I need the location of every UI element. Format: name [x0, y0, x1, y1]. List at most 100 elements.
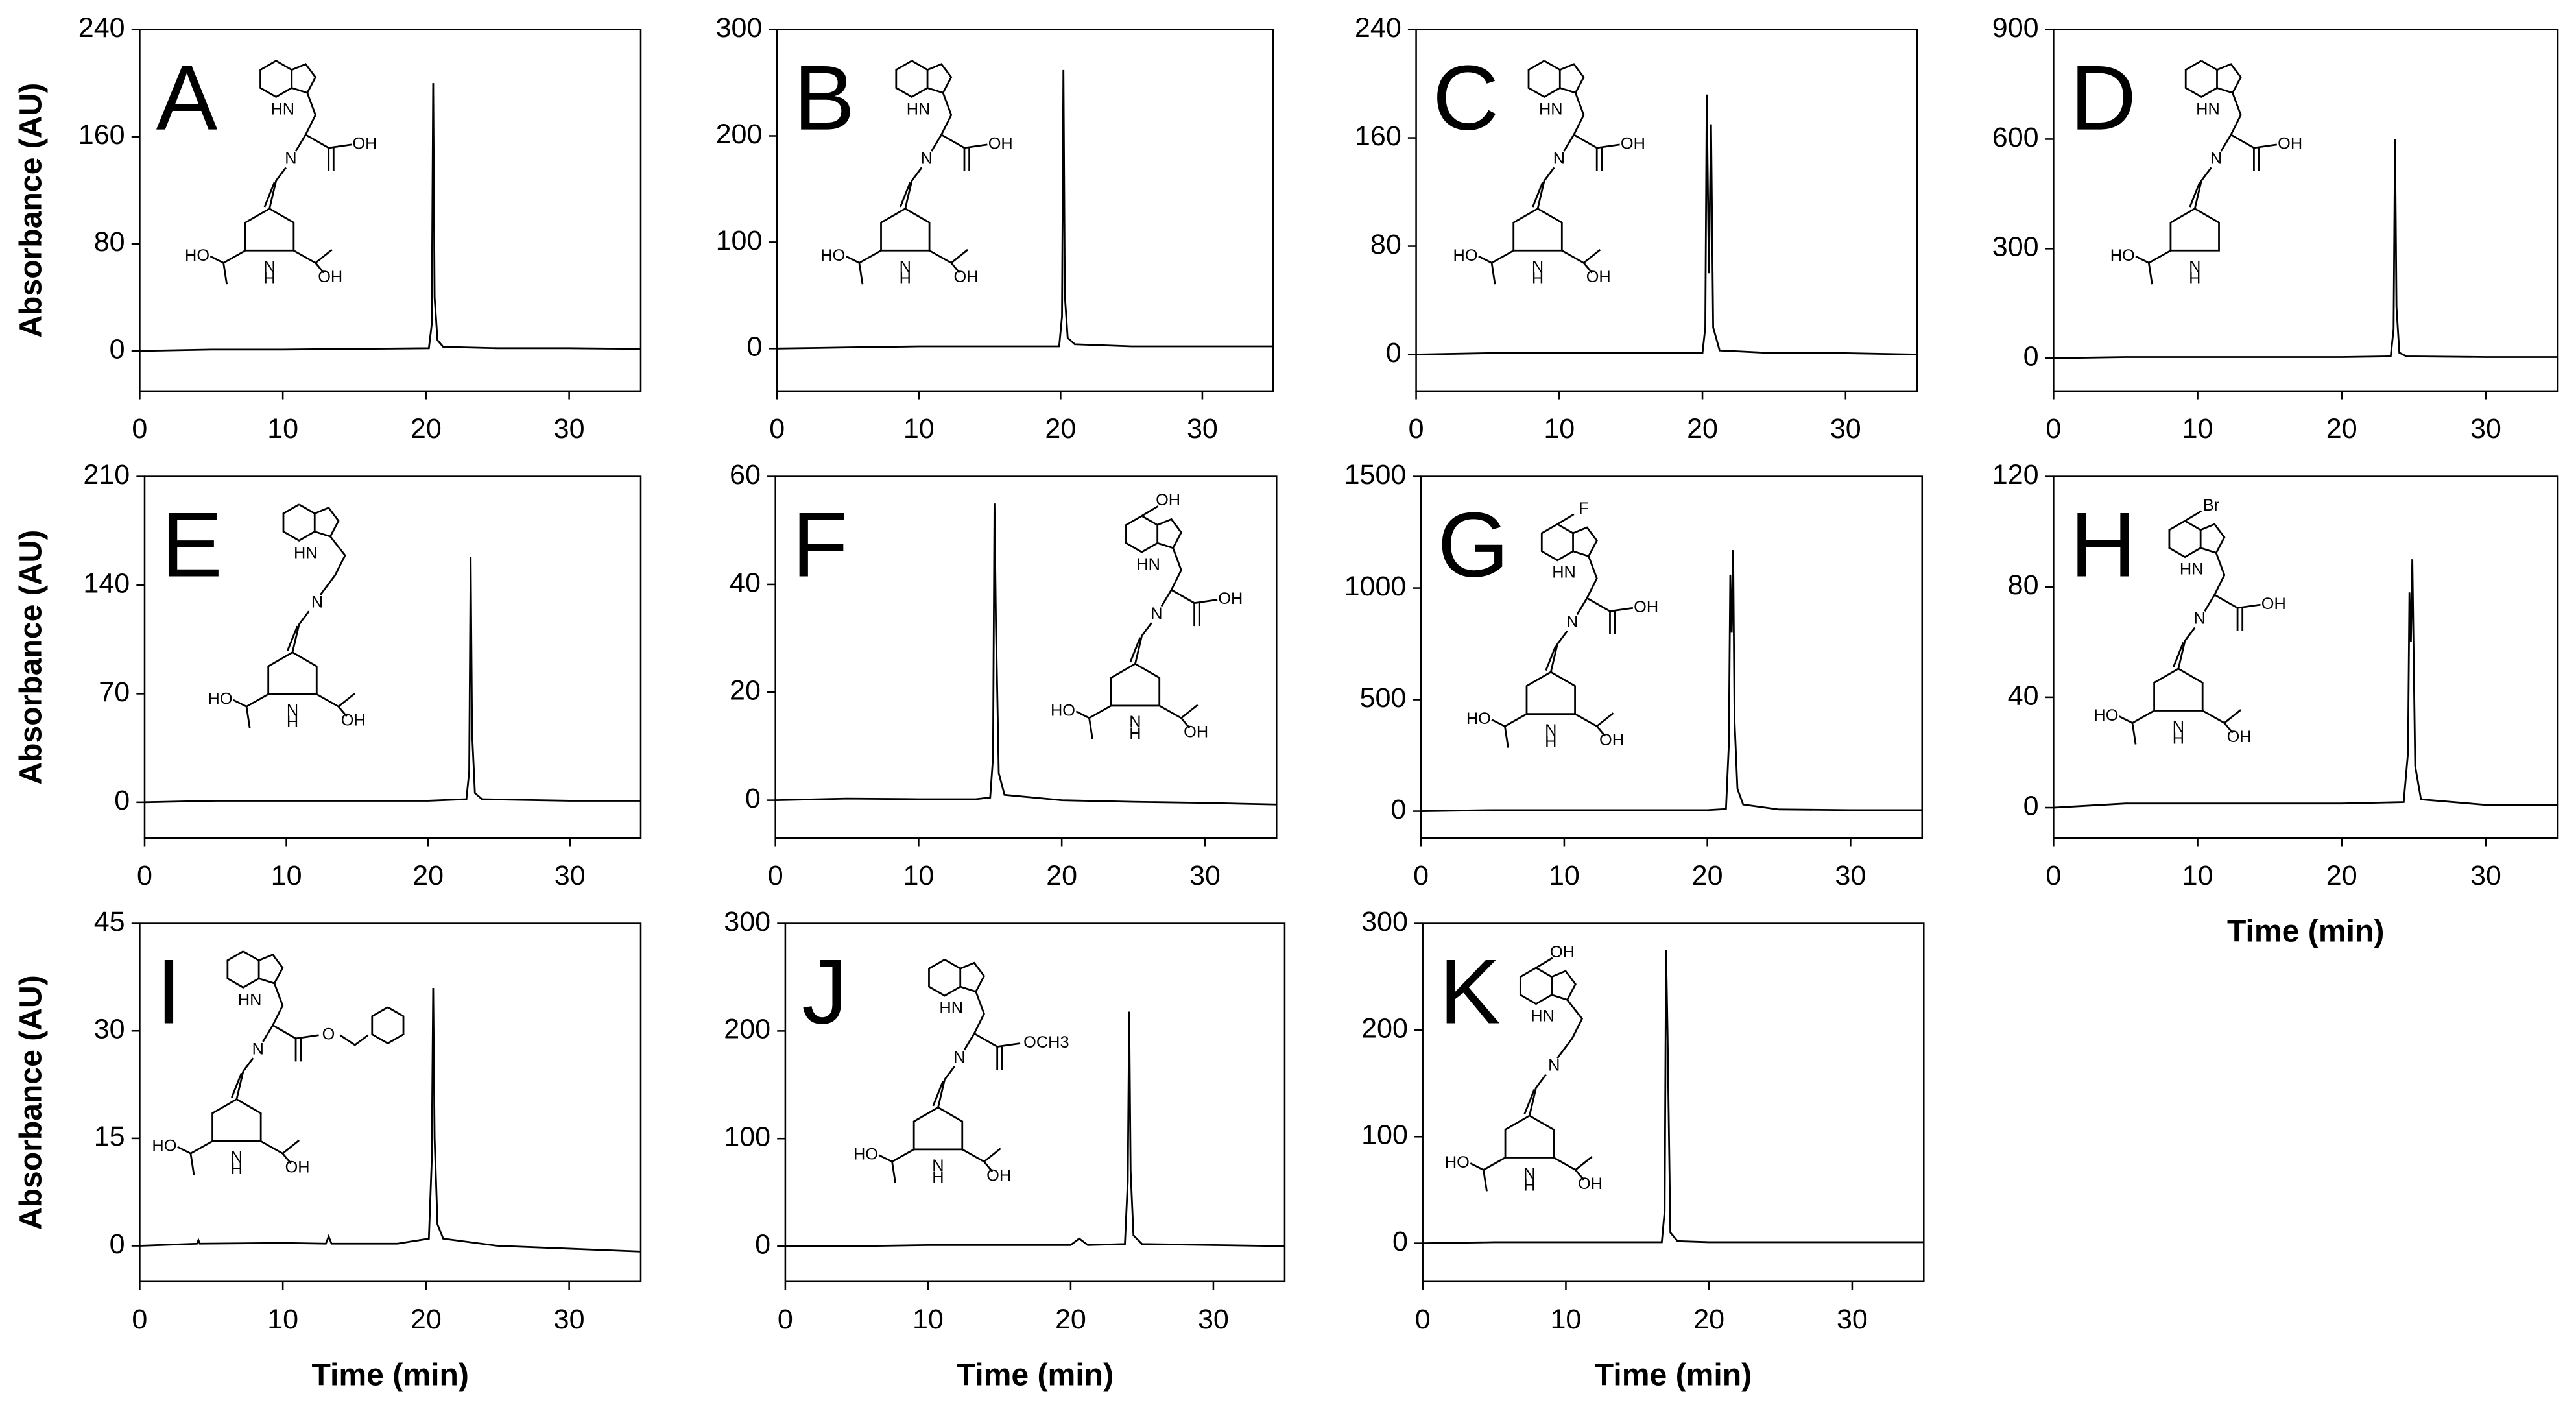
structure-label: HN — [939, 999, 963, 1017]
bond — [281, 1139, 300, 1155]
structure-label: H — [2189, 269, 2200, 287]
y-tick-label: 100 — [724, 1122, 770, 1153]
structure-label: OH — [1218, 590, 1243, 608]
structure-label: N — [1523, 1165, 1535, 1183]
structure-label: OH — [341, 712, 366, 730]
panel-letter: E — [161, 494, 222, 597]
y-tick-label: 600 — [1992, 122, 2039, 153]
x-tick-label: 20 — [1046, 860, 1077, 891]
y-tick-label: 200 — [716, 119, 763, 150]
bond — [1551, 970, 1577, 1002]
bond — [371, 1006, 405, 1045]
bond — [282, 503, 316, 542]
bond — [1160, 547, 1182, 607]
x-tick-label: 20 — [1045, 413, 1076, 444]
x-tick-label: 10 — [912, 1304, 944, 1335]
bond — [2204, 552, 2226, 612]
bond — [1573, 134, 1620, 149]
y-tick-label: 40 — [730, 567, 761, 598]
structure-label: H — [900, 269, 911, 287]
bond — [1532, 182, 1544, 208]
structure-label: OH — [2278, 135, 2302, 153]
bond — [1586, 597, 1634, 612]
x-tick-label: 0 — [1409, 413, 1424, 444]
x-tick-label: 10 — [267, 1304, 298, 1335]
bond — [1110, 663, 1161, 707]
x-tick-label: 0 — [2045, 413, 2061, 444]
y-tick-label: 120 — [1992, 459, 2039, 490]
structure-label: H — [231, 1160, 243, 1178]
x-axis-label: Time (min) — [2227, 913, 2384, 948]
plot-frame — [776, 29, 1274, 392]
bond — [230, 1072, 243, 1098]
bond — [2147, 263, 2153, 285]
y-tick-label: 80 — [2008, 570, 2039, 601]
y-tick-label: 0 — [755, 1229, 770, 1260]
bond — [2131, 723, 2137, 745]
bond — [1491, 713, 1527, 728]
x-tick-label: 10 — [267, 413, 298, 444]
bond — [272, 1024, 319, 1040]
bond — [315, 248, 333, 264]
bond — [1523, 1088, 1536, 1114]
bond — [1125, 515, 1159, 553]
x-tick-label: 20 — [411, 1304, 442, 1335]
x-tick-label: 20 — [411, 413, 442, 444]
x-tick-label: 0 — [1413, 860, 1429, 891]
y-tick-label: 300 — [724, 906, 770, 937]
panel-letter: C — [1433, 47, 1499, 150]
bond — [209, 250, 246, 264]
y-tick-label: 80 — [1370, 229, 1401, 260]
bond — [305, 134, 352, 149]
structure-label: N — [1553, 149, 1565, 167]
chromatogram-line — [139, 987, 641, 1253]
x-tick-label: 10 — [271, 860, 302, 891]
structure-label: HO — [2093, 706, 2118, 725]
bond — [291, 610, 310, 653]
plot-frame — [1415, 29, 1918, 392]
x-tick-label: 20 — [2326, 413, 2357, 444]
chromatogram-line — [1422, 950, 1924, 1244]
structure-label: HN — [1531, 1007, 1555, 1026]
bond — [1519, 967, 1553, 1005]
y-tick-label: 1500 — [1344, 459, 1407, 490]
chromatogram-line — [2053, 139, 2558, 359]
bond — [258, 953, 284, 985]
bond — [338, 692, 356, 708]
y-tick-label: 0 — [745, 783, 761, 814]
x-tick-label: 0 — [1415, 1304, 1431, 1335]
structure-label: OH — [1184, 723, 1208, 741]
structure-label: OH — [1634, 598, 1658, 616]
bond — [912, 1107, 964, 1151]
structure-label: N — [1545, 721, 1556, 739]
structure-label: N — [1548, 1057, 1560, 1075]
y-tick-label: 0 — [1392, 1226, 1408, 1257]
bond — [211, 1098, 262, 1142]
structure-label: OH — [1586, 268, 1611, 286]
structure-label: Br — [2203, 496, 2220, 514]
structure-label: HO — [1466, 710, 1491, 728]
structure-label: F — [1579, 499, 1588, 518]
y-tick-label: 80 — [94, 226, 125, 258]
bond — [262, 983, 284, 1042]
bond — [904, 167, 923, 210]
bond — [1504, 1114, 1555, 1159]
y-tick-label: 0 — [746, 331, 762, 363]
bond — [899, 182, 911, 208]
chromatogram-line — [144, 557, 641, 804]
bond — [339, 1034, 369, 1046]
bond — [1527, 60, 1561, 99]
bond — [895, 60, 929, 99]
bond — [1512, 208, 1563, 252]
bond — [2216, 63, 2242, 94]
structure-label: HN — [238, 991, 262, 1009]
panel-letter: A — [156, 47, 218, 150]
bond — [2168, 520, 2202, 559]
panel-letter: J — [802, 941, 848, 1044]
bond — [963, 991, 985, 1051]
structure-label: H — [287, 713, 298, 731]
structure-label: HN — [294, 544, 318, 562]
structure-label: HO — [820, 246, 845, 265]
bond — [1535, 957, 1553, 969]
